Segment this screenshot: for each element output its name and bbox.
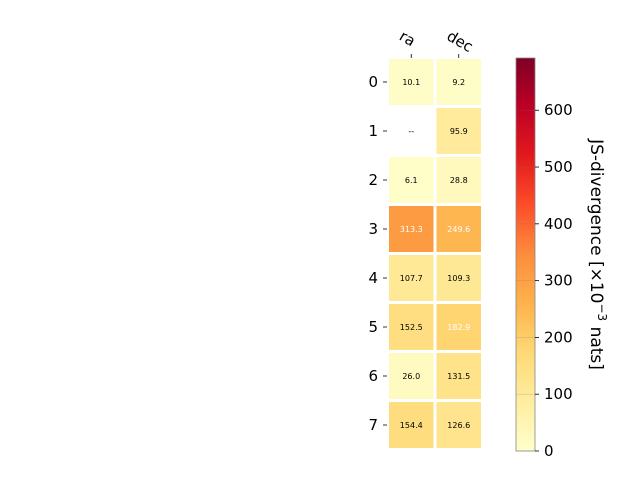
cell-value-label: 10.1 bbox=[402, 78, 420, 87]
row-axis: 0 1 2 3 4 5 6 7 bbox=[368, 73, 387, 434]
row-tick-label: 3 bbox=[368, 220, 378, 238]
column-tick-label: dec bbox=[444, 27, 476, 56]
heatmap-cells: 10.1 9.2 -- 95.9 6.1 28.8 313.3 249.6 107.7 109.3… bbox=[389, 59, 481, 448]
cell-value-label: 26.0 bbox=[402, 372, 420, 381]
heatmap-cell bbox=[436, 59, 481, 105]
heatmap-cell bbox=[436, 402, 481, 448]
colorbar bbox=[515, 57, 536, 452]
cell-value-label: 109.3 bbox=[447, 274, 470, 283]
colorbar-tick-label: 400 bbox=[544, 215, 573, 233]
cell-value-label: 107.7 bbox=[400, 274, 423, 283]
colorbar-tick-label: 200 bbox=[544, 328, 573, 346]
colorbar-tick-label: 100 bbox=[544, 385, 573, 403]
colorbar-tick-label: 0 bbox=[544, 442, 554, 460]
cell-value-label: 313.3 bbox=[400, 225, 423, 234]
heatmap-cell bbox=[389, 255, 434, 301]
heatmap-cell bbox=[436, 157, 481, 203]
row-tick-label: 1 bbox=[368, 122, 378, 140]
column-tick-label: ra bbox=[396, 27, 418, 50]
heatmap-cell bbox=[389, 157, 434, 203]
cell-value-label: 9.2 bbox=[452, 78, 465, 87]
row-tick-label: 6 bbox=[368, 367, 378, 385]
row-tick-label: 7 bbox=[368, 416, 378, 434]
cell-value-label: 152.5 bbox=[400, 323, 423, 332]
column-axis: ra dec bbox=[396, 27, 476, 58]
colorbar-tick-label: 500 bbox=[544, 158, 573, 176]
heatmap-cell bbox=[436, 255, 481, 301]
colorbar-title: JS-divergence [×10−3 nats] bbox=[586, 138, 609, 370]
cell-value-label: 28.8 bbox=[450, 176, 468, 185]
colorbar-tick-label: 300 bbox=[544, 272, 573, 290]
heatmap-cell bbox=[436, 353, 481, 399]
cell-value-label: 131.5 bbox=[447, 372, 470, 381]
colorbar-ticks: 0 100 200 300 400 500 600 bbox=[516, 101, 573, 460]
heatmap-cell bbox=[436, 108, 481, 154]
cell-value-label: -- bbox=[408, 127, 414, 136]
heatmap-cell bbox=[389, 402, 434, 448]
cell-value-label: 249.6 bbox=[447, 225, 470, 234]
row-tick-label: 2 bbox=[368, 171, 378, 189]
heatmap-cell bbox=[389, 59, 434, 105]
cell-value-label: 95.9 bbox=[450, 127, 468, 136]
colorbar-tick-label: 600 bbox=[544, 101, 573, 119]
cell-value-label: 182.9 bbox=[447, 323, 470, 332]
heatmap-cell bbox=[389, 304, 434, 350]
heatmap-cell bbox=[389, 108, 434, 154]
cell-value-label: 6.1 bbox=[405, 176, 418, 185]
cell-value-label: 154.4 bbox=[400, 421, 423, 430]
row-tick-label: 0 bbox=[368, 73, 378, 91]
row-tick-label: 4 bbox=[368, 269, 378, 287]
row-tick-label: 5 bbox=[368, 318, 378, 336]
heatmap-cell bbox=[436, 304, 481, 350]
heatmap-cell bbox=[436, 206, 481, 252]
heatmap-cell bbox=[389, 353, 434, 399]
heatmap-cell bbox=[389, 206, 434, 252]
cell-value-label: 126.6 bbox=[447, 421, 470, 430]
